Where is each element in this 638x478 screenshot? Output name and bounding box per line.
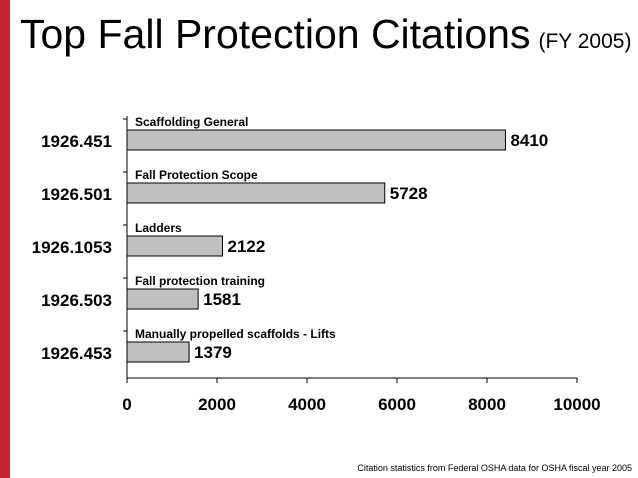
bar-description: Manually propelled scaffolds - Lifts bbox=[135, 327, 336, 341]
bar-value-label: 8410 bbox=[510, 131, 548, 150]
category-label: 1926.501 bbox=[41, 185, 112, 204]
slide-title: Top Fall Protection Citations (FY 2005) bbox=[20, 10, 631, 66]
bar-value-label: 1379 bbox=[194, 343, 232, 362]
x-tick-label: 2000 bbox=[198, 395, 236, 414]
bar bbox=[126, 129, 506, 151]
x-tick-label: 6000 bbox=[378, 395, 416, 414]
slide-accent-bar bbox=[0, 0, 10, 478]
x-tick-label: 4000 bbox=[288, 395, 326, 414]
bar bbox=[126, 235, 223, 257]
bar-description: Fall Protection Scope bbox=[135, 168, 258, 182]
bar bbox=[126, 288, 199, 310]
bar-description: Ladders bbox=[135, 221, 182, 235]
category-label: 1926.451 bbox=[41, 132, 112, 151]
bar bbox=[126, 341, 190, 363]
category-label: 1926.503 bbox=[41, 291, 112, 310]
bar bbox=[126, 182, 386, 204]
bar-value-label: 1581 bbox=[203, 290, 241, 309]
bar-description: Scaffolding General bbox=[135, 115, 248, 129]
bar-description: Fall protection training bbox=[135, 274, 265, 288]
bar-value-label: 2122 bbox=[227, 237, 265, 256]
title-suffix: (FY 2005) bbox=[538, 30, 632, 53]
footnote: Citation statistics from Federal OSHA da… bbox=[357, 463, 632, 473]
x-tick-label: 8000 bbox=[468, 395, 506, 414]
bar-value-label: 5728 bbox=[390, 184, 428, 203]
category-label: 1926.1053 bbox=[32, 238, 112, 257]
category-label: 1926.453 bbox=[41, 344, 112, 363]
title-main: Top Fall Protection Citations bbox=[20, 11, 531, 57]
x-tick-label: 10000 bbox=[553, 395, 600, 414]
x-tick-label: 0 bbox=[122, 395, 131, 414]
